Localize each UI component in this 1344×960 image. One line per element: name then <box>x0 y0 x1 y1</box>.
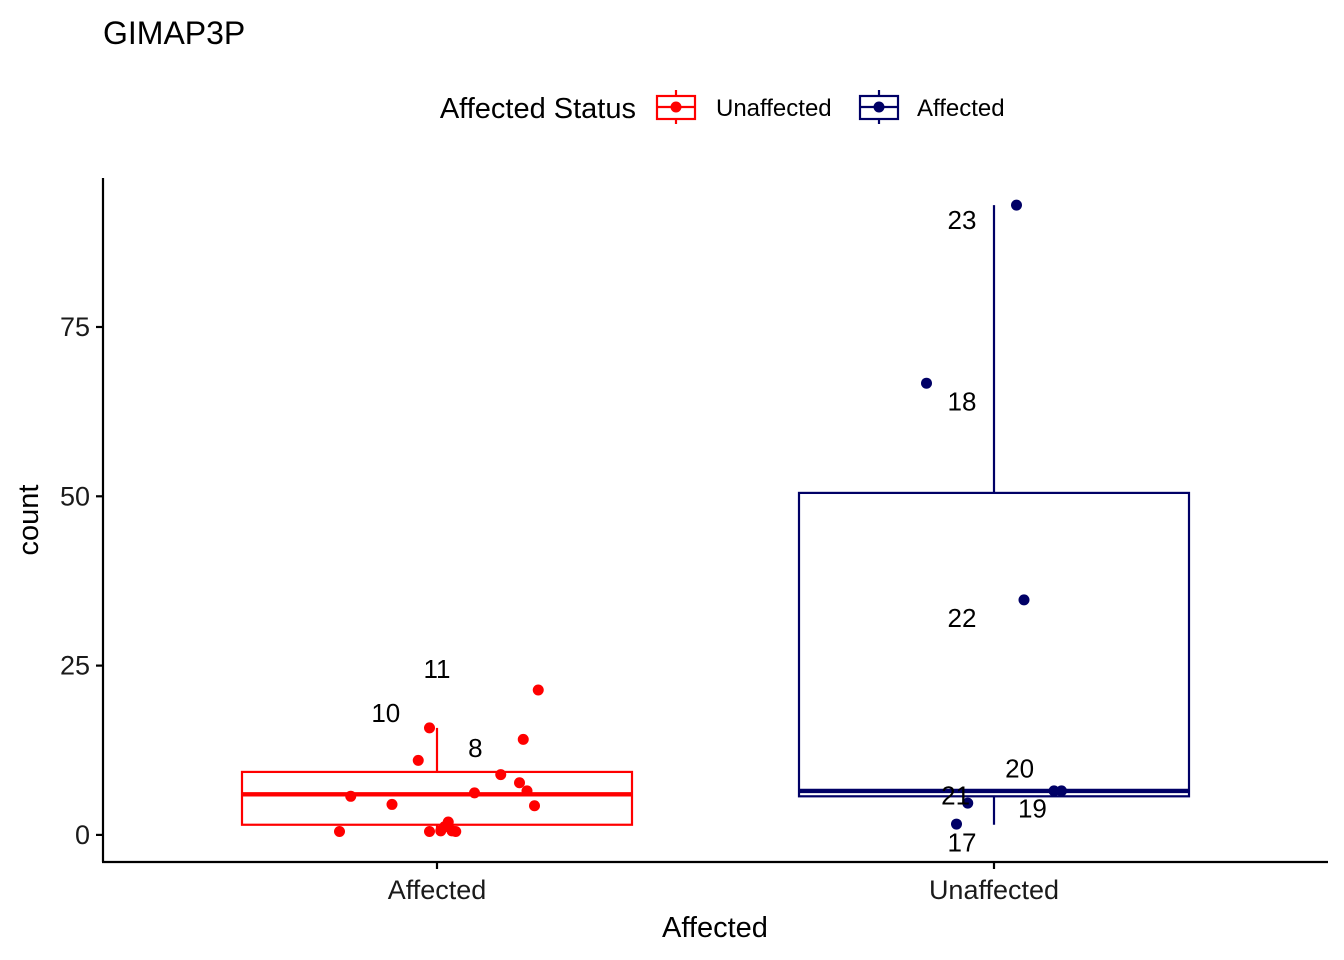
chart-title: GIMAP3P <box>103 15 245 51</box>
point-label: 17 <box>948 827 977 857</box>
point-label: 22 <box>948 603 977 633</box>
point-label: 23 <box>948 205 977 235</box>
y-tick-label: 25 <box>60 651 90 681</box>
point-label: 10 <box>371 698 400 728</box>
legend-key-point <box>670 101 682 113</box>
box-group-affected: 11 10 8 <box>240 654 634 838</box>
data-point <box>514 777 525 789</box>
data-point <box>412 754 424 766</box>
x-axis-ticks: Affected Unaffected <box>388 862 1059 905</box>
data-point <box>962 797 974 809</box>
data-point <box>529 800 540 812</box>
data-point <box>442 816 454 828</box>
data-point <box>424 722 435 734</box>
data-point <box>951 818 962 830</box>
legend-entry: Affected <box>858 90 1005 124</box>
data-point <box>1018 594 1030 606</box>
data-point <box>517 733 529 745</box>
point-label: 18 <box>948 386 977 416</box>
legend-key-point <box>873 101 885 113</box>
data-point <box>921 377 932 389</box>
data-point <box>345 790 357 802</box>
y-tick-label: 50 <box>60 481 90 511</box>
plot-area: 11 10 8 23 18 22 20 21 19 17 <box>240 199 1191 857</box>
y-axis-ticks: 0 25 50 75 <box>60 312 103 850</box>
y-tick-label: 0 <box>75 820 90 850</box>
data-point <box>532 684 544 696</box>
box-iqr <box>797 491 1191 798</box>
data-point <box>334 826 345 838</box>
data-point <box>521 785 533 797</box>
data-point <box>495 769 507 781</box>
data-point <box>469 787 480 799</box>
data-point <box>1011 199 1022 211</box>
data-point <box>1056 785 1067 797</box>
box-group-unaffected: 23 18 22 20 21 19 17 <box>797 199 1191 857</box>
data-point <box>386 798 398 810</box>
y-axis-title: count <box>13 485 45 556</box>
point-label: 11 <box>424 654 451 684</box>
x-tick-label: Unaffected <box>929 875 1059 905</box>
box-iqr <box>240 770 634 826</box>
x-tick-label: Affected <box>388 875 487 905</box>
point-label: 19 <box>1018 793 1047 823</box>
x-axis-title: Affected <box>662 912 768 944</box>
legend-title: Affected Status <box>440 93 636 125</box>
point-label: 21 <box>941 781 970 811</box>
data-point <box>450 826 462 838</box>
legend-entry: Unaffected <box>655 90 832 124</box>
legend-label: Affected <box>917 95 1005 122</box>
point-label: 8 <box>468 733 482 763</box>
legend-label: Unaffected <box>716 95 832 122</box>
y-tick-label: 75 <box>60 312 90 342</box>
point-label: 20 <box>1005 754 1034 784</box>
data-point <box>424 826 435 838</box>
legend: Affected Status Unaffected Affected <box>440 90 1005 125</box>
